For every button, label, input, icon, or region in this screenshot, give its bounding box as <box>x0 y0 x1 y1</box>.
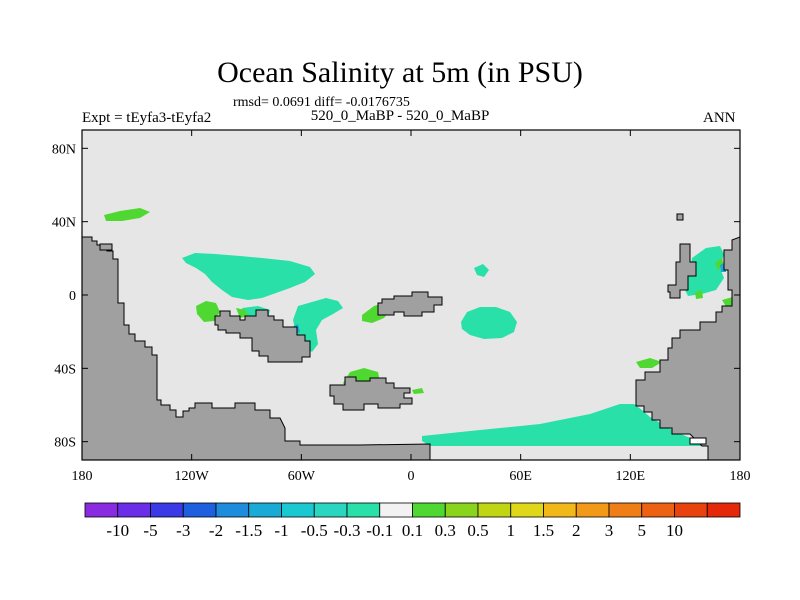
anomaly-patch <box>196 301 220 322</box>
anomaly-patch <box>461 307 517 339</box>
colorbar-label: 0.3 <box>435 521 456 540</box>
colorbar-swatch <box>215 502 250 518</box>
colorbar-swatch <box>313 502 348 518</box>
colorbar: -10 -5 -3 -2 -1.5 -1 -0.5 -0.3 -0.1 0.1 0.3 0.5 1 1.5… <box>84 502 741 540</box>
x-tick-label: 180 <box>730 469 751 484</box>
land-island <box>689 437 707 445</box>
colorbar-label: -5 <box>143 521 157 540</box>
land-western-continent <box>82 236 431 460</box>
y-tick-label: 40S <box>54 362 76 377</box>
colorbar-swatch <box>543 502 577 518</box>
anomaly-patch <box>422 404 707 446</box>
colorbar-swatch <box>346 502 381 518</box>
y-tick-label: 80N <box>52 142 76 157</box>
colorbar-swatch <box>641 502 675 518</box>
colorbar-swatch <box>150 502 184 518</box>
colorbar-swatch <box>575 502 610 518</box>
x-tick-label: 120W <box>175 469 210 484</box>
experiment-label: Expt = tEyfa3-tEyfa2 <box>82 110 212 126</box>
x-tick-label: 120E <box>616 469 646 484</box>
colorbar-swatch <box>281 502 315 518</box>
colorbar-swatch <box>84 502 119 518</box>
anomaly-patch <box>474 264 489 277</box>
colorbar-swatch <box>182 502 217 518</box>
colorbar-label: 10 <box>666 521 683 540</box>
anomaly-patch <box>695 290 703 299</box>
colorbar-label: -2 <box>209 521 223 540</box>
anomaly-patch <box>182 253 315 300</box>
x-tick-label: 180 <box>72 469 93 484</box>
anomaly-patch <box>636 358 662 368</box>
colorbar-swatch <box>444 502 479 518</box>
colorbar-label: 1 <box>507 521 516 540</box>
x-tick-label: 60E <box>509 469 532 484</box>
colorbar-swatch <box>248 502 282 518</box>
y-tick-label: 80S <box>54 436 76 451</box>
land-island <box>99 243 113 251</box>
map-content <box>82 208 740 460</box>
land-eastern-peninsula <box>667 243 697 299</box>
plot-title: Ocean Salinity at 5m (in PSU) <box>217 56 583 89</box>
land-island <box>676 213 684 221</box>
season-label: ANN <box>703 110 736 126</box>
period-label: 520_0_MaBP - 520_0_MaBP <box>310 108 490 124</box>
colorbar-swatch <box>117 502 151 518</box>
colorbar-label: 5 <box>638 521 647 540</box>
colorbar-swatch <box>412 502 446 518</box>
colorbar-label: -0.1 <box>366 521 393 540</box>
y-tick-label: 40N <box>52 216 76 231</box>
colorbar-label: 0.1 <box>402 521 423 540</box>
land-masses <box>82 213 740 460</box>
colorbar-swatch <box>379 502 413 518</box>
anomaly-patch <box>104 208 150 221</box>
y-axis: 80N 40N 0 40S 80S <box>52 142 740 451</box>
colorbar-label: -0.5 <box>301 521 328 540</box>
stats-line: rmsd= 0.0691 diff= -0.0176735 <box>233 95 410 110</box>
colorbar-swatch <box>608 502 643 518</box>
colorbar-label: 2 <box>572 521 581 540</box>
colorbar-swatch <box>510 502 544 518</box>
colorbar-label: -0.3 <box>334 521 361 540</box>
colorbar-label: 3 <box>605 521 614 540</box>
anomaly-patch <box>706 276 716 290</box>
land-southern-continent <box>329 376 413 411</box>
colorbar-swatch <box>674 502 708 518</box>
colorbar-label: 1.5 <box>533 521 554 540</box>
colorbar-label: -1 <box>274 521 288 540</box>
ocean-basin-fills <box>706 276 716 290</box>
colorbar-label: -10 <box>106 521 129 540</box>
land-small-continent <box>377 291 443 317</box>
land-central-continent <box>214 309 311 363</box>
colorbar-label: -1.5 <box>235 521 262 540</box>
x-tick-label: 60W <box>288 469 316 484</box>
colorbar-label: 0.5 <box>467 521 488 540</box>
colorbar-swatch <box>706 502 741 518</box>
negative-anomaly-patches <box>182 246 724 446</box>
y-tick-label: 0 <box>69 289 76 304</box>
anomaly-patch <box>412 388 424 394</box>
x-axis: 180 120W 60W 0 60E 120E 180 <box>72 130 751 484</box>
land-eastern-continent <box>635 236 740 460</box>
x-tick-label: 0 <box>408 469 415 484</box>
colorbar-swatch <box>477 502 512 518</box>
colorbar-label: -3 <box>176 521 190 540</box>
